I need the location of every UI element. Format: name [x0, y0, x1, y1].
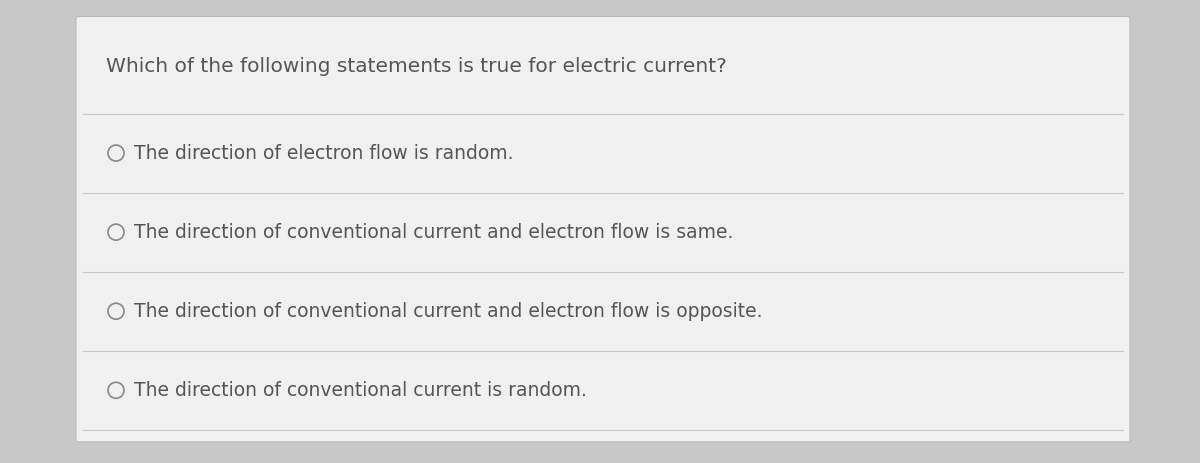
- Text: The direction of conventional current is random.: The direction of conventional current is…: [134, 381, 587, 400]
- Text: The direction of electron flow is random.: The direction of electron flow is random…: [134, 144, 514, 163]
- Text: The direction of conventional current and electron flow is opposite.: The direction of conventional current an…: [134, 302, 762, 321]
- FancyBboxPatch shape: [76, 17, 1130, 442]
- Text: The direction of conventional current and electron flow is same.: The direction of conventional current an…: [134, 223, 733, 242]
- Text: Which of the following statements is true for electric current?: Which of the following statements is tru…: [106, 56, 727, 75]
